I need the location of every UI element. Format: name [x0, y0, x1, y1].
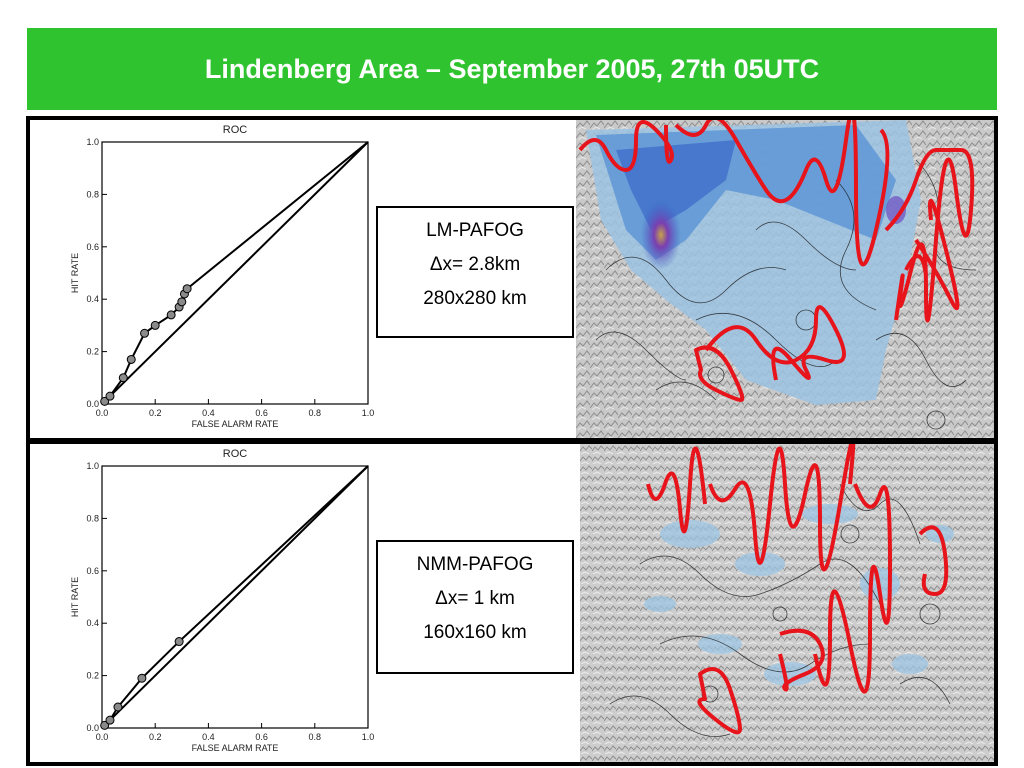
y-tick-label: 0.4	[86, 618, 99, 628]
x-tick-label: 0.6	[255, 732, 268, 742]
roc-point	[126, 354, 136, 364]
content-frame: ROC 0.0 0.0 0.2 0.2 0.4 0.4 0.6 0.6 0.8 0.8 1.0 1.0 F…	[26, 116, 998, 766]
fog-map-nmm	[580, 444, 994, 762]
diagonal-line	[101, 141, 369, 405]
domain-label: 280x280 km	[423, 288, 527, 309]
roc-chart-lm: ROC 0.00.0 0.2 0.2 0.4 0.4 0.6 0.6 0.8 0.8 1.0 1.0 F…	[70, 124, 375, 429]
x-axis-label: FALSE ALARM RATE	[192, 743, 279, 753]
plot-frame	[101, 465, 369, 729]
roc-point	[100, 396, 110, 406]
y-tick-label: 0.6	[86, 566, 99, 576]
roc-point	[137, 673, 147, 683]
roc-point	[177, 297, 187, 307]
roc-point	[182, 284, 192, 294]
x-tick-label: 1.0	[362, 732, 375, 742]
roc-point	[105, 391, 115, 401]
roc-point	[118, 373, 128, 383]
diagonal-line	[101, 465, 369, 729]
x-tick-label: 0.0	[96, 408, 109, 418]
domain-label: 160x160 km	[423, 622, 527, 643]
model-label: LM-PAFOG	[426, 220, 524, 241]
y-tick-label: 1.0	[86, 137, 99, 147]
x-tick-label: 0.0	[96, 732, 109, 742]
x-axis-label: FALSE ALARM RATE	[192, 419, 279, 429]
title-bar: Lindenberg Area – September 2005, 27th 0…	[27, 28, 997, 110]
roc-point	[140, 328, 150, 338]
y-tick-label: 0.0	[86, 399, 99, 409]
roc-point	[174, 637, 184, 647]
x-tick-label: 0.4	[202, 732, 215, 742]
y-tick-label: 0.2	[86, 671, 99, 681]
roc-point	[105, 715, 115, 725]
roc-point	[166, 310, 176, 320]
panel-lm: ROC 0.0 0.0 0.2 0.2 0.4 0.4 0.6 0.6 0.8 0.8 1.0 1.0 F…	[30, 120, 994, 438]
roc-chart-nmm: ROC 0.00.0 0.2 0.2 0.4 0.4 0.6 0.6 0.8 0.8 1.0 1.0 F…	[70, 448, 375, 753]
y-tick-label: 0.8	[86, 189, 99, 199]
x-tick-label: 0.6	[255, 408, 268, 418]
roc-point	[150, 320, 160, 330]
chart-title: ROC	[223, 124, 248, 136]
y-tick-label: 0.6	[86, 242, 99, 252]
roc-point	[100, 720, 110, 730]
y-tick-label: 0.4	[86, 294, 99, 304]
page-title: Lindenberg Area – September 2005, 27th 0…	[204, 53, 820, 84]
y-tick-label: 0.2	[86, 347, 99, 357]
x-tick-label: 1.0	[362, 408, 375, 418]
y-tick-label: 1.0	[86, 461, 99, 471]
fog-map-lm	[576, 120, 994, 438]
roc-point	[113, 702, 123, 712]
resolution-label: Δx= 2.8km	[429, 254, 521, 275]
y-tick-label: 0.0	[86, 723, 99, 733]
info-box-lm: LM-PAFOG Δx= 2.8km 280x280 km	[376, 206, 574, 338]
x-tick-label: 0.8	[309, 732, 322, 742]
x-tick-label: 0.8	[309, 408, 322, 418]
y-axis-label: HIT RATE	[70, 577, 80, 617]
chart-title: ROC	[223, 448, 248, 460]
y-tick-label: 0.8	[86, 513, 99, 523]
x-tick-label: 0.4	[202, 408, 215, 418]
panel-nmm: ROC 0.0 0.0 0.2 0.2 0.4 0.4 0.6 0.6 0.8 0.8 1.0 1.0 F…	[30, 444, 994, 762]
resolution-label: Δx= 1 km	[435, 588, 515, 609]
x-tick-label: 0.2	[149, 732, 162, 742]
x-tick-label: 0.2	[149, 408, 162, 418]
plot-frame	[101, 141, 369, 405]
info-box-nmm: NMM-PAFOG Δx= 1 km 160x160 km	[376, 540, 574, 674]
model-label: NMM-PAFOG	[416, 554, 534, 575]
y-axis-label: HIT RATE	[70, 253, 80, 293]
